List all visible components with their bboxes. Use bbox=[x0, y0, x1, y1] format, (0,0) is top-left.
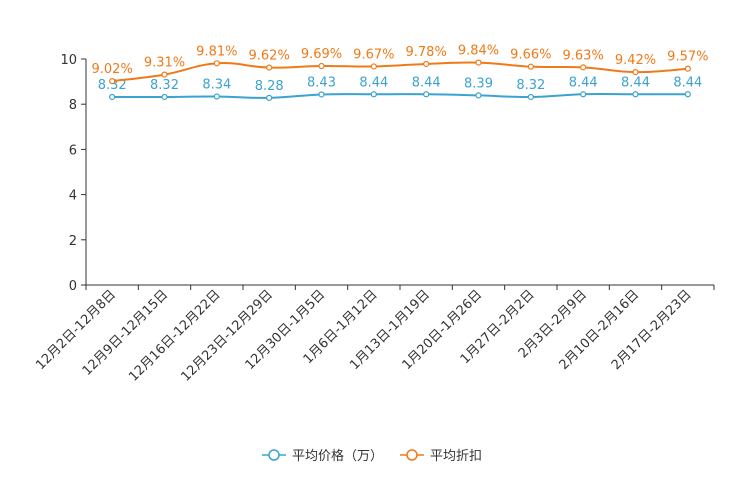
data-label: 8.43 bbox=[307, 75, 336, 90]
data-label: 9.63% bbox=[563, 48, 604, 63]
data-label: 9.84% bbox=[458, 44, 499, 59]
data-point bbox=[109, 78, 116, 85]
data-label: 8.44 bbox=[359, 75, 388, 90]
legend-marker-icon bbox=[406, 449, 418, 461]
data-point bbox=[580, 91, 587, 98]
y-tick-label: 10 bbox=[60, 53, 77, 68]
x-tick-label: 12月23日-12月29日 bbox=[179, 287, 276, 384]
data-point bbox=[632, 91, 639, 98]
data-point bbox=[632, 69, 639, 76]
data-point bbox=[370, 91, 377, 98]
legend-label: 平均折扣 bbox=[430, 449, 482, 464]
series-line bbox=[112, 61, 688, 83]
data-point bbox=[423, 91, 430, 98]
data-point bbox=[684, 65, 691, 72]
legend-item-avg-price[interactable]: 平均价格（万） bbox=[262, 448, 383, 464]
data-label: 8.32 bbox=[516, 78, 545, 93]
y-tick-label: 2 bbox=[69, 234, 77, 249]
data-point bbox=[318, 91, 325, 98]
data-point bbox=[161, 71, 168, 78]
data-point bbox=[266, 94, 273, 101]
data-label: 8.32 bbox=[98, 78, 127, 93]
data-point bbox=[475, 92, 482, 99]
data-label: 9.69% bbox=[301, 47, 342, 62]
data-label: 9.31% bbox=[144, 56, 185, 71]
series-group: 8.32 8.32 8.34 8.28 8.43 8.44 8.44 8.39 8.32 8.44… bbox=[92, 44, 708, 101]
data-point bbox=[423, 60, 430, 68]
data-label: 9.62% bbox=[249, 49, 290, 64]
data-label: 9.42% bbox=[615, 53, 656, 68]
y-tick-label: 6 bbox=[69, 143, 77, 158]
data-point bbox=[161, 93, 168, 101]
axes: 024681012月2日-12月8日12月9日-12月15日12月16日-12月… bbox=[33, 53, 715, 385]
data-label: 9.57% bbox=[667, 50, 708, 65]
series-line bbox=[112, 93, 688, 99]
data-label: 9.66% bbox=[510, 48, 551, 63]
data-label: 8.44 bbox=[412, 75, 441, 90]
x-tick-label: 12月16日-12月22日 bbox=[126, 287, 223, 384]
data-point bbox=[527, 63, 534, 70]
data-point bbox=[475, 59, 482, 66]
data-label: 8.44 bbox=[569, 75, 598, 90]
data-label: 9.67% bbox=[353, 47, 394, 62]
legend-item-avg-discount[interactable]: 平均折扣 bbox=[400, 449, 482, 464]
legend-marker-icon bbox=[268, 449, 280, 461]
y-tick-label: 4 bbox=[69, 189, 77, 204]
data-point bbox=[527, 93, 534, 101]
data-point bbox=[213, 93, 220, 100]
y-tick-label: 0 bbox=[69, 279, 77, 294]
series-avg-discount: 9.02% 9.31% 9.81% 9.62% 9.69% 9.67% 9.78% 9.84%… bbox=[92, 44, 708, 85]
data-label: 8.32 bbox=[150, 78, 179, 93]
y-tick-label: 8 bbox=[69, 98, 77, 113]
series-avg-price: 8.32 8.32 8.34 8.28 8.43 8.44 8.44 8.39 8.32 8.44… bbox=[98, 75, 702, 101]
data-point bbox=[684, 91, 691, 98]
data-point bbox=[109, 93, 116, 101]
data-label: 9.78% bbox=[406, 45, 447, 60]
data-label: 8.28 bbox=[255, 79, 284, 94]
data-point bbox=[580, 64, 587, 71]
legend: 平均价格（万） 平均折扣 bbox=[262, 448, 482, 464]
data-label: 9.81% bbox=[196, 44, 237, 59]
data-label: 8.34 bbox=[202, 78, 231, 93]
data-label: 8.44 bbox=[673, 75, 702, 90]
data-point bbox=[266, 64, 273, 71]
data-point bbox=[318, 62, 325, 70]
data-point bbox=[213, 60, 220, 67]
data-label: 8.39 bbox=[464, 76, 493, 91]
data-label: 8.44 bbox=[621, 75, 650, 90]
data-point bbox=[370, 63, 377, 70]
legend-label: 平均价格（万） bbox=[292, 448, 383, 464]
data-label: 9.02% bbox=[92, 62, 133, 77]
